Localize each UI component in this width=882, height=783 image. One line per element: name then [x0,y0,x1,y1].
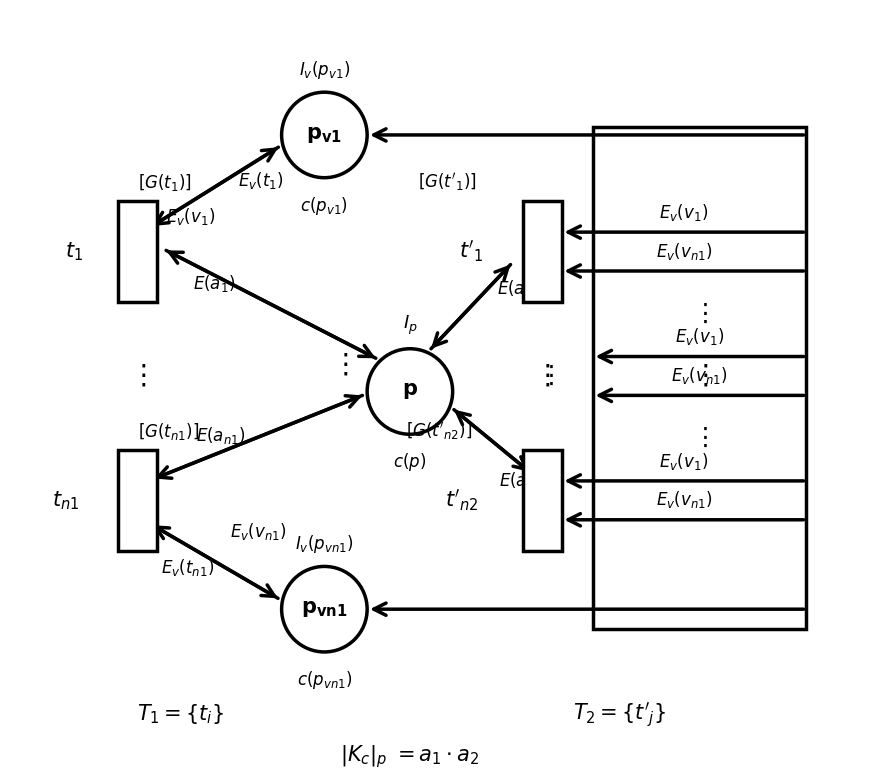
Text: $E_v(v_1)$: $E_v(v_1)$ [675,327,724,347]
Bar [118,201,157,302]
Text: $\vdots$: $\vdots$ [691,362,708,390]
Text: $\vdots$: $\vdots$ [332,350,348,378]
Text: $E_v(v_{n1})$: $E_v(v_{n1})$ [671,365,728,386]
Bar [523,201,562,302]
Text: $\vdots$: $\vdots$ [534,362,550,390]
Text: $E_v(v_1)$: $E_v(v_1)$ [660,202,708,223]
Text: $[G(t_1)]$: $[G(t_1)]$ [138,172,191,193]
Text: $I_v(p_{vn1})$: $I_v(p_{vn1})$ [295,532,354,555]
Text: $E_v(v_1)$: $E_v(v_1)$ [166,206,215,227]
Text: $t_1$: $t_1$ [65,240,84,263]
Text: $[G(t'_{n2})]$: $[G(t'_{n2})]$ [406,420,473,442]
Text: $E_v(v_{n1})$: $E_v(v_{n1})$ [655,489,713,511]
Text: $t'_{n2}$: $t'_{n2}$ [445,488,478,513]
Circle shape [367,348,452,435]
Bar [593,127,806,629]
Text: $[G(t_{n1})]$: $[G(t_{n1})]$ [138,421,199,442]
Text: $\vdots$: $\vdots$ [691,301,707,326]
Text: $\mathbf{p_{vn1}}$: $\mathbf{p_{vn1}}$ [302,599,348,619]
Text: $\mathbf{p}$: $\mathbf{p}$ [402,381,418,402]
Text: $E_v(v_1)$: $E_v(v_1)$ [660,450,708,471]
Text: $E_v(v_{n1})$: $E_v(v_{n1})$ [655,240,713,262]
Text: $c(p_{vn1})$: $c(p_{vn1})$ [296,669,352,691]
Text: $E(a_{n1})$: $E(a_{n1})$ [196,425,245,446]
Text: $c(p_{v1})$: $c(p_{v1})$ [301,195,348,217]
Bar [118,449,157,551]
Text: $E(a'_{n2})$: $E(a'_{n2})$ [498,470,553,492]
Text: $c(p)$: $c(p)$ [393,451,427,474]
Text: $E_v(v_{n1})$: $E_v(v_{n1})$ [230,521,287,542]
Bar [523,449,562,551]
Circle shape [281,92,367,178]
Text: $[G(t'_1)]$: $[G(t'_1)]$ [418,171,476,193]
Circle shape [281,566,367,652]
Text: $t'_1$: $t'_1$ [460,239,483,265]
Text: $E(a_1)$: $E(a_1)$ [193,273,235,294]
Text: $E_v(t_{n1})$: $E_v(t_{n1})$ [161,557,214,579]
Text: $I_v(p_{v1})$: $I_v(p_{v1})$ [299,59,350,81]
Text: $T_2=\{t'_j\}$: $T_2=\{t'_j\}$ [573,700,667,728]
Text: $\mathbf{p_{v1}}$: $\mathbf{p_{v1}}$ [306,125,342,145]
Text: $I_p$: $I_p$ [402,314,417,337]
Text: $\vdots$: $\vdots$ [129,362,146,390]
Text: $\vdots$: $\vdots$ [538,364,554,388]
Text: $E_v(t_1)$: $E_v(t_1)$ [238,170,284,191]
Text: $t_{n1}$: $t_{n1}$ [52,489,79,511]
Text: $E(a'_1)$: $E(a'_1)$ [497,278,544,300]
Text: $|K_c|_p\ =a_1\cdot a_2$: $|K_c|_p\ =a_1\cdot a_2$ [340,744,480,770]
Text: $T_1=\{t_i\}$: $T_1=\{t_i\}$ [137,702,224,726]
Text: $\vdots$: $\vdots$ [691,426,707,450]
